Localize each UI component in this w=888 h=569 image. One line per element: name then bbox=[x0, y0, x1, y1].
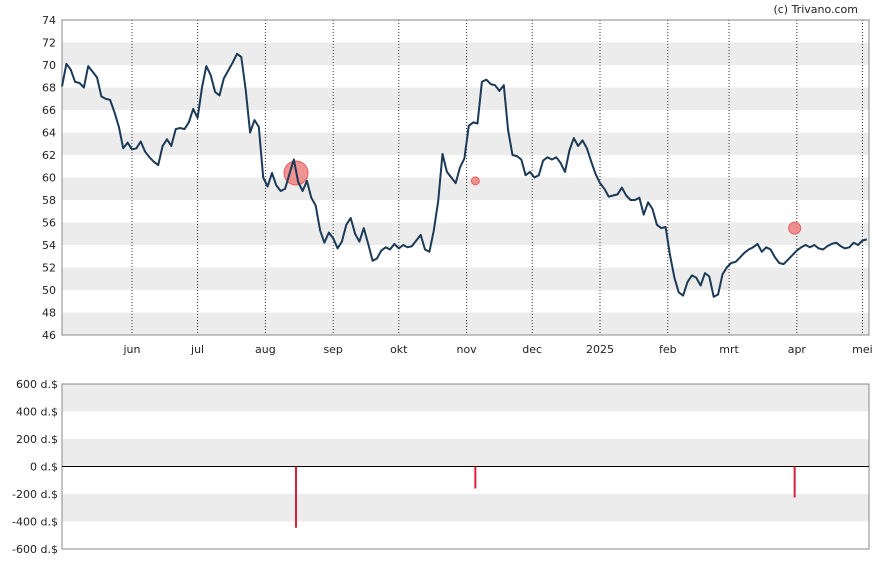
month-tick-label: feb bbox=[659, 343, 677, 356]
month-tick-label: apr bbox=[788, 343, 807, 356]
insider-marker bbox=[470, 176, 480, 186]
month-tick-label: 2025 bbox=[586, 343, 614, 356]
price-y-tick-label: 48 bbox=[42, 307, 56, 320]
flow-panel: 600 d.$ 400 d.$ 200 d.$ 0 d.$ -200 d.$ -400 d… bbox=[12, 378, 870, 556]
price-y-tick-label: 56 bbox=[42, 217, 56, 230]
flow-y-tick-label: 600 d.$ bbox=[16, 378, 58, 391]
price-y-tick-label: 46 bbox=[42, 329, 56, 342]
flow-y-tick-label: 0 d.$ bbox=[30, 461, 58, 474]
price-panel: 46 48 50 52 54 56 58 60 62 64 66 68 70 72 74 jun jul aug s… bbox=[42, 14, 873, 356]
flow-y-tick-label: -200 d.$ bbox=[12, 488, 58, 501]
price-y-tick-label: 68 bbox=[42, 82, 56, 95]
price-y-tick-label: 72 bbox=[42, 37, 56, 50]
price-y-tick-label: 74 bbox=[42, 14, 56, 27]
month-tick-label: dec bbox=[522, 343, 542, 356]
price-series-line bbox=[61, 52, 868, 298]
price-grid-band bbox=[62, 87, 869, 110]
price-y-tick-label: 70 bbox=[42, 59, 56, 72]
price-y-tick-label: 60 bbox=[42, 172, 56, 185]
month-tick-label: aug bbox=[255, 343, 276, 356]
price-y-tick-label: 62 bbox=[42, 149, 56, 162]
price-frame bbox=[61, 19, 870, 336]
price-y-tick-label: 54 bbox=[42, 239, 56, 252]
price-grid-band bbox=[62, 267, 869, 290]
flow-y-tick-label: -600 d.$ bbox=[12, 543, 58, 556]
price-y-tick-label: 52 bbox=[42, 262, 56, 275]
month-tick-label: okt bbox=[390, 343, 408, 356]
flow-y-tick-label: 400 d.$ bbox=[16, 406, 58, 419]
insider-marker bbox=[788, 221, 802, 235]
price-grid-band bbox=[62, 222, 869, 245]
month-tick-label: nov bbox=[456, 343, 477, 356]
month-tick-label: jun bbox=[122, 343, 140, 356]
price-y-tick-label: 58 bbox=[42, 194, 56, 207]
flow-y-tick-label: -400 d.$ bbox=[12, 516, 58, 529]
flow-y-tick-label: 200 d.$ bbox=[16, 433, 58, 446]
price-y-tick-label: 50 bbox=[42, 284, 56, 297]
flow-grid-band bbox=[62, 384, 869, 412]
price-grid-band bbox=[62, 177, 869, 200]
month-tick-label: jul bbox=[190, 343, 204, 356]
copyright-text: (c) Trivano.com bbox=[773, 3, 858, 16]
month-tick-label: sep bbox=[323, 343, 342, 356]
flow-grid-band bbox=[62, 439, 869, 467]
month-tick-label: mei bbox=[852, 343, 873, 356]
price-grid-band bbox=[62, 42, 869, 65]
price-y-tick-label: 64 bbox=[42, 127, 56, 140]
month-tick-label: mrt bbox=[719, 343, 739, 356]
price-grid-band bbox=[62, 312, 869, 335]
flow-grid-band bbox=[62, 494, 869, 522]
price-y-tick-label: 66 bbox=[42, 104, 56, 117]
